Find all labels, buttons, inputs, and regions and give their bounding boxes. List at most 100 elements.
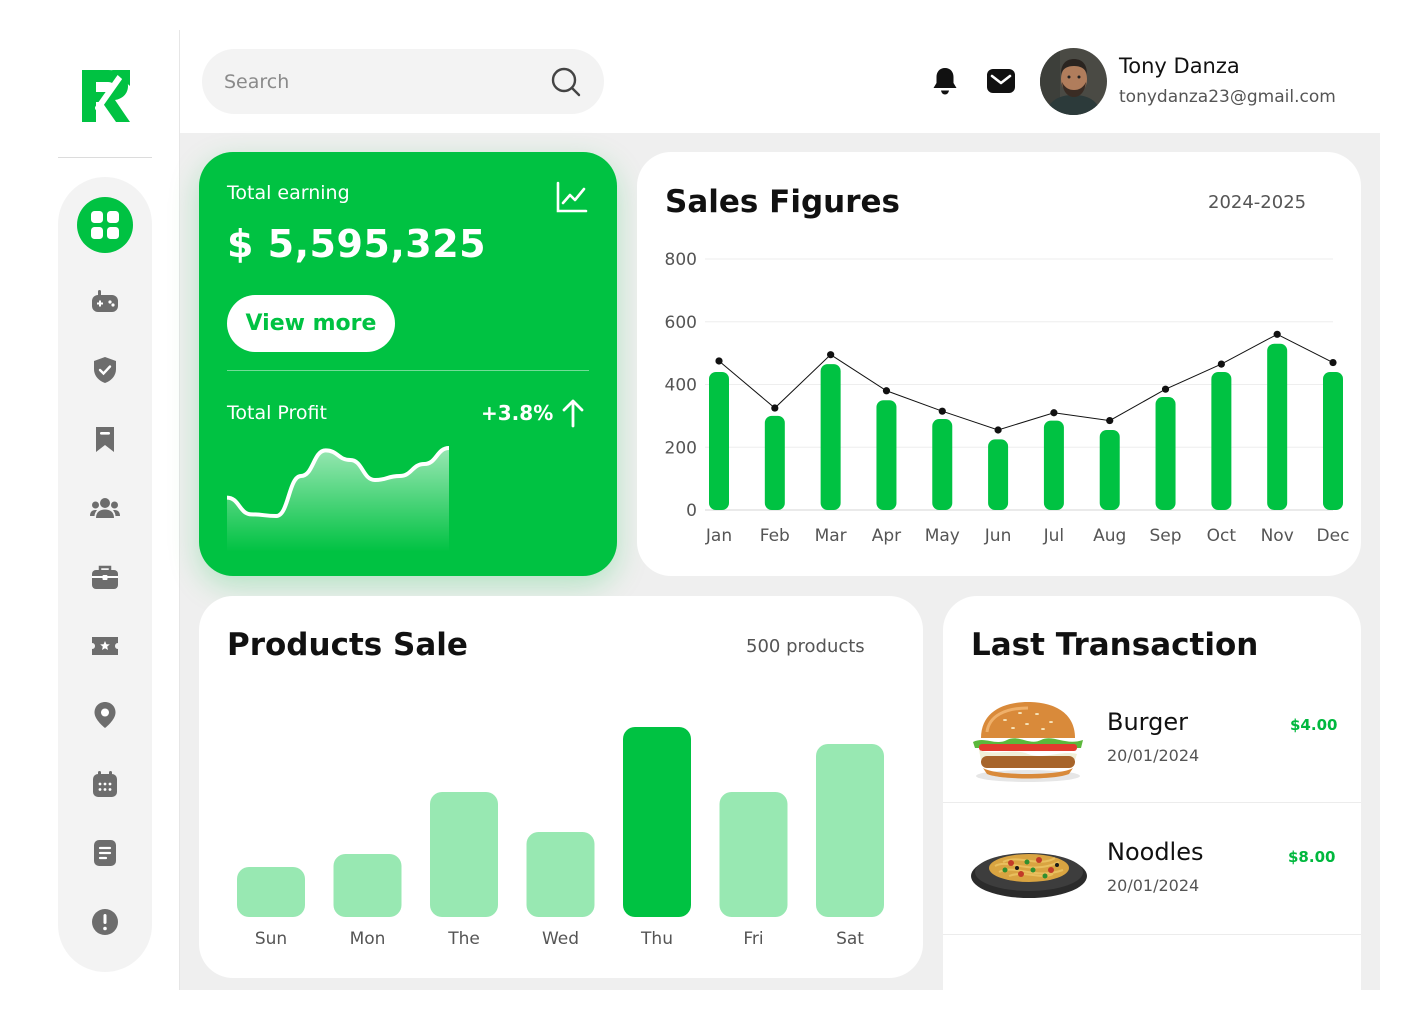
sales-point [1050,409,1058,417]
noodles-image [971,853,1087,898]
products-sale-card: Products Sale 500 products Sun Mon The Wed T… [199,596,923,978]
sales-title: Sales Figures [665,184,900,220]
product-bar [719,792,788,917]
transaction-divider [943,934,1361,935]
sidebar-divider [179,30,180,990]
sidebar-item-alerts[interactable] [77,894,133,950]
grid-icon [91,211,119,239]
profit-line [227,446,449,519]
y-tick-label: 800 [665,250,697,270]
search-input[interactable] [224,70,550,93]
product-bar [816,744,884,917]
chart-line-icon[interactable] [555,180,589,214]
sales-point [715,357,723,365]
y-tick-label: 400 [665,376,697,396]
profit-area-chart [227,446,449,552]
search-bar[interactable] [202,49,604,114]
sidebar-item-security[interactable] [77,342,133,398]
bookmark-icon [96,427,114,452]
sales-figures-card: Sales Figures 2024-2025 0 200 400 600 800 Jan… [637,152,1361,576]
shield-check-icon [94,357,116,383]
x-tick-label: Jul [1043,526,1065,546]
transaction-amount: $4.00 [1290,716,1338,734]
sales-point [771,404,779,412]
x-tick-label: Dec [1317,526,1350,546]
sales-bar [1099,429,1120,510]
sales-chart: 0 200 400 600 800 Jan Feb Mar Apr May Jun Jul Aug Sep… [665,250,1350,546]
sales-bar [1155,397,1176,510]
x-tick-label: Sun [255,929,287,949]
sales-point [938,407,946,415]
transaction-divider [943,802,1361,803]
sales-point [1329,358,1337,367]
sales-point [1273,330,1281,338]
avatar[interactable] [1040,48,1107,115]
transaction-date: 20/01/2024 [1107,876,1200,895]
sales-point [882,387,891,395]
sidebar-item-dashboard[interactable] [77,197,133,253]
profit-area [227,448,449,552]
calendar-icon [93,771,117,797]
mail-icon [987,69,1015,93]
x-tick-label: Sat [836,929,864,949]
x-tick-label: The [447,929,480,949]
sales-bar [1211,371,1232,510]
earning-label: Total earning [227,182,350,204]
document-icon [94,840,116,866]
sales-bar [1323,371,1343,510]
transactions-title: Last Transaction [971,627,1259,663]
sales-bar [1043,420,1064,510]
products-count: 500 products [746,636,865,657]
alert-icon [92,909,118,935]
earning-amount: $ 5,595,325 [227,222,487,266]
total-earning-card: Total earning $ 5,595,325 View more Tota… [199,152,617,576]
sales-bar [988,439,1009,510]
y-tick-label: 200 [665,438,697,458]
sales-point [1106,416,1114,425]
transaction-date: 20/01/2024 [1107,746,1200,765]
sidebar-item-calendar[interactable] [77,756,133,812]
burger-image [973,702,1083,782]
sidebar-item-users[interactable] [77,480,133,536]
product-bar [333,854,402,917]
sales-point [1161,385,1170,393]
transaction-amount: $8.00 [1288,848,1336,866]
transaction-name: Burger [1107,708,1188,736]
earning-divider [227,370,589,371]
product-bar [526,832,595,917]
y-tick-label: 0 [686,501,697,521]
x-tick-label: Sep [1150,526,1182,546]
products-title: Products Sale [227,627,468,663]
profit-label: Total Profit [227,402,327,424]
x-tick-label: Jan [705,526,732,546]
x-tick-label: Wed [542,929,579,949]
x-tick-label: Oct [1207,526,1237,546]
app-logo [82,70,130,122]
transaction-item[interactable]: Noodles 20/01/2024 $8.00 [943,818,1361,932]
transaction-item[interactable]: Burger 20/01/2024 $4.00 [943,688,1361,802]
sidebar-item-location[interactable] [77,687,133,743]
user-name: Tony Danza [1119,54,1240,78]
sidebar-item-bookmarks[interactable] [77,411,133,467]
users-icon [90,498,120,518]
products-chart: Sun Mon The Wed Thu Fri Sat [237,727,884,949]
notifications-button[interactable] [930,66,960,96]
user-email: tonydanza23@gmail.com [1119,87,1336,107]
sales-bar [764,415,785,510]
messages-button[interactable] [986,66,1016,96]
sales-bar [876,400,897,510]
x-tick-label: Aug [1093,526,1126,546]
search-icon[interactable] [550,66,582,98]
briefcase-icon [92,565,118,589]
view-more-button[interactable]: View more [227,295,395,352]
sidebar-item-documents[interactable] [77,825,133,881]
x-tick-label: Fri [743,929,763,949]
sidebar-item-games[interactable] [77,273,133,329]
sidebar-item-tickets[interactable] [77,618,133,674]
sidebar-item-work[interactable] [77,549,133,605]
sidebar-rail [58,177,152,972]
sales-bar [820,364,841,510]
product-bar [430,792,498,917]
sales-line [718,333,1334,431]
sales-period[interactable]: 2024-2025 [1208,192,1307,213]
